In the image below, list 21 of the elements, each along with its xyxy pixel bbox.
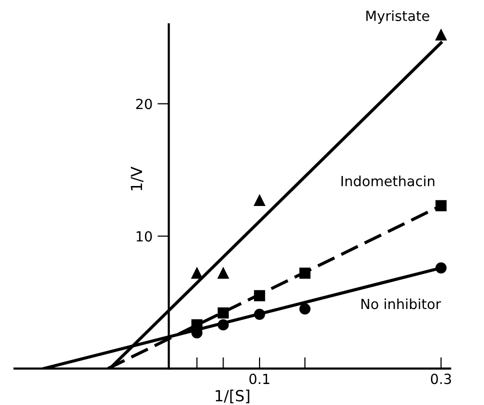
x-tick-label: 0.3 — [430, 374, 451, 384]
point — [218, 307, 229, 318]
series-label: Myristate — [366, 10, 430, 24]
point — [435, 29, 447, 40]
series-label: Indomethacin — [342, 176, 434, 186]
point — [435, 200, 447, 212]
series-label: No inhibitor — [361, 298, 442, 310]
x-axis-title: 1/[S] — [216, 390, 250, 404]
y-axis-title: 1/V — [130, 166, 144, 190]
y-tick-label: 10 — [136, 231, 152, 242]
y-tick-label: 20 — [136, 98, 152, 110]
point — [299, 303, 310, 315]
point — [254, 308, 266, 320]
point — [254, 290, 266, 302]
point — [435, 262, 447, 274]
point — [218, 268, 229, 279]
x-tick-label: 0.1 — [249, 374, 270, 384]
point — [254, 194, 266, 206]
point — [218, 319, 229, 330]
point — [191, 268, 202, 279]
point — [299, 268, 310, 279]
